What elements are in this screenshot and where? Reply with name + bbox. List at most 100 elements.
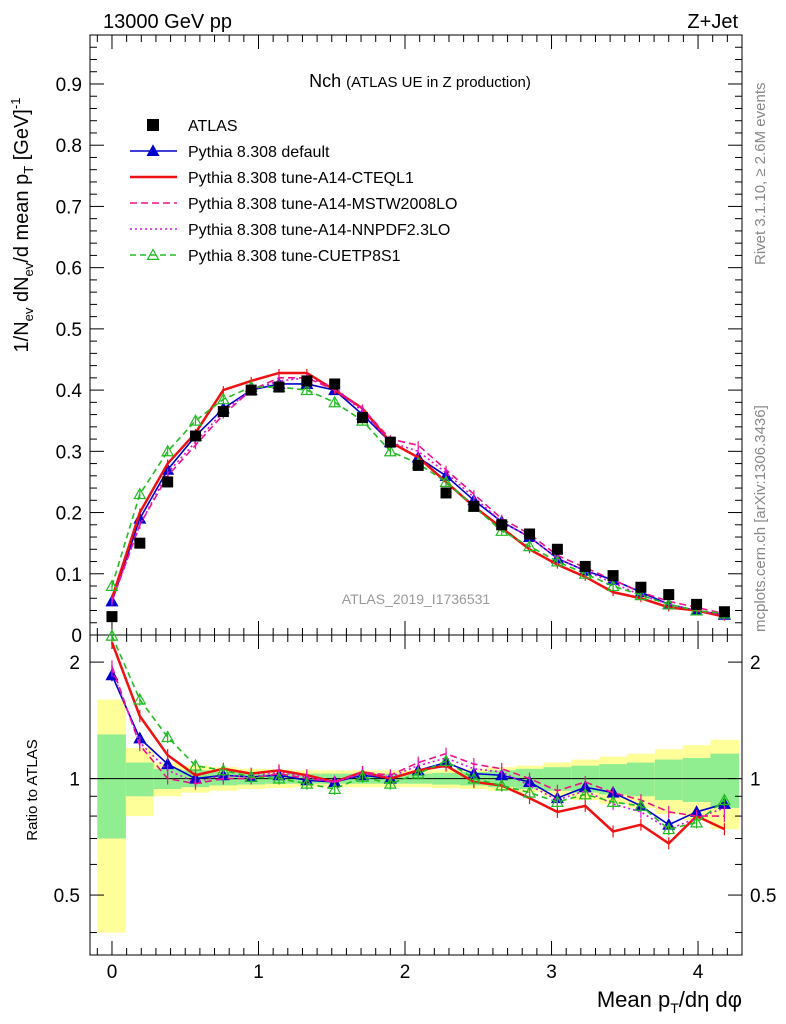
- y-tick-label: 0.1: [56, 565, 82, 586]
- ratio-y-tick-label-right: 0.5: [750, 886, 776, 907]
- data-point: [189, 430, 201, 442]
- x-tick-label: 2: [400, 962, 411, 983]
- data-point: [301, 375, 313, 387]
- y-tick-label: 0.7: [56, 197, 82, 218]
- y-tick-label: 0.2: [56, 504, 82, 525]
- series-point: [188, 413, 203, 426]
- series-ratio-line: [111, 635, 725, 831]
- y-axis-label-main: 1/Nev dNev/d mean pT [GeV]-1: [8, 98, 36, 353]
- data-point: [273, 381, 285, 393]
- series-ratio-line: [111, 666, 725, 817]
- ratio-frame: [89, 634, 743, 956]
- legend-label: Pythia 8.308 tune-A14-CTEQL1: [188, 170, 414, 187]
- series-1: [110, 368, 726, 621]
- series-point: [328, 395, 342, 408]
- series-point: [634, 588, 648, 601]
- series-ratio-point: [662, 822, 676, 835]
- series-ratio-point: [161, 730, 175, 743]
- data-point: [134, 537, 146, 549]
- data-point: [468, 500, 480, 512]
- series-ratio-point: [439, 754, 453, 767]
- data-point: [551, 543, 563, 555]
- data-point: [217, 406, 229, 418]
- series-ratio-point: [188, 758, 203, 771]
- analysis-id: ATLAS_2019_I1736531: [342, 591, 491, 607]
- x-tick-label: 4: [693, 962, 704, 983]
- series-ratio-point: [495, 778, 509, 791]
- ratio-y-tick-label: 0.5: [54, 886, 80, 907]
- series-ratio-point: [105, 628, 119, 641]
- series-point: [216, 392, 230, 405]
- data-point: [579, 560, 591, 572]
- series-ratio-point: [300, 776, 314, 789]
- ratio-y-tick-label-right: 2: [750, 653, 761, 674]
- y-tick-label: 0.5: [56, 320, 82, 341]
- legend-label: ATLAS: [188, 118, 238, 135]
- series-ratio-point: [383, 776, 397, 789]
- series-point: [439, 475, 453, 487]
- series-ratio-point: [216, 763, 230, 776]
- series-line: [110, 371, 725, 618]
- rivet-label: Rivet 3.1.10, ≥ 2.6M events: [752, 83, 769, 266]
- data-point: [607, 570, 619, 582]
- data-point: [245, 384, 257, 396]
- x-tick-label: 3: [546, 962, 557, 983]
- plot-title-main: Nch: [309, 71, 341, 91]
- legend-marker-data: [147, 119, 159, 131]
- band-stat: [626, 762, 655, 797]
- series-point: [105, 579, 119, 592]
- series-line: [111, 377, 725, 615]
- legend-label: Pythia 8.308 tune-CUETP8S1: [188, 248, 401, 265]
- data-point: [440, 487, 452, 499]
- series-ratio-3: [111, 664, 726, 836]
- y-axis-label-ratio: Ratio to ATLAS: [24, 739, 41, 840]
- data-point: [496, 519, 508, 531]
- series-point: [606, 579, 620, 592]
- legend: ATLAS Pythia 8.308 default Pythia 8.308 tu…: [130, 118, 457, 265]
- series-ratio-line: [110, 641, 725, 845]
- header-right: Z+Jet: [687, 11, 738, 33]
- data-point: [524, 528, 536, 540]
- y-tick-label: 0.4: [56, 381, 83, 402]
- header-left: 13000 GeV pp: [103, 11, 232, 33]
- series-ratio-point: [328, 782, 342, 794]
- series-ratio-point: [356, 770, 370, 782]
- series-2: [111, 373, 726, 618]
- series-line: [111, 377, 725, 617]
- y-tick-label: 0.3: [56, 442, 82, 463]
- data-point: [691, 598, 703, 610]
- series-ratio-point: [717, 793, 731, 806]
- ratio-panel: 0 1 2 3 4 0.5 0.5 1 1 2 2: [54, 628, 776, 983]
- data-point: [412, 459, 424, 471]
- ratio-y-tick-label: 1: [69, 770, 80, 791]
- ratio-y-tick-label: 2: [69, 653, 80, 674]
- series-ratio-2: [111, 660, 726, 823]
- series-point: [523, 539, 537, 552]
- data-point: [635, 581, 647, 593]
- series-point: [133, 487, 147, 500]
- series-ratio-point: [606, 795, 620, 807]
- legend-label: Pythia 8.308 tune-A14-MSTW2008LO: [188, 196, 457, 213]
- data-point: [384, 436, 396, 448]
- y-tick-label: 0: [71, 626, 82, 647]
- band-stat: [97, 734, 126, 839]
- series-ratio-4: [105, 628, 731, 836]
- legend-marker: [146, 248, 160, 260]
- band-stat: [125, 762, 154, 797]
- data-points: [106, 375, 730, 623]
- series-point: [300, 383, 314, 396]
- ratio-y-tick-label-right: 1: [750, 770, 761, 791]
- plot-title-sub: (ATLAS UE in Z production): [346, 74, 531, 91]
- series-ratio-point: [634, 799, 648, 811]
- series-point: [161, 444, 175, 457]
- plot-title: Nch (ATLAS UE in Z production): [309, 71, 531, 91]
- series-ratio-point: [467, 771, 481, 784]
- band-stat: [682, 758, 711, 802]
- data-point: [162, 476, 174, 488]
- series-point: [662, 597, 676, 610]
- series-3: [111, 373, 726, 620]
- legend-label: Pythia 8.308 default: [188, 144, 330, 161]
- series-point: [495, 524, 509, 536]
- mcplots-label: mcplots.cern.ch [arXiv:1306.3436]: [752, 405, 769, 632]
